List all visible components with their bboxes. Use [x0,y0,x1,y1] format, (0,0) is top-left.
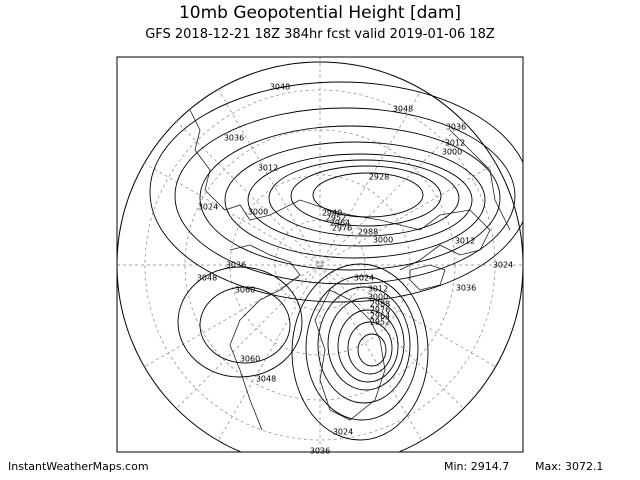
contour-label: 3000 [373,236,393,245]
contour-label: 2928 [369,173,389,182]
source: InstantWeatherMaps.com [8,460,149,473]
contour-label: 3048 [270,83,290,92]
contour-label: 3012 [258,164,278,173]
title: 10mb Geopotential Height [dam] [179,3,461,23]
contour-label: 3012 [368,285,388,294]
contour-label: 2976 [370,306,390,315]
contour-label: 3048 [197,274,217,283]
contour-label: 3000 [442,148,462,157]
contour-label: 2988 [358,228,378,237]
contour-label: 3036 [310,447,330,456]
contour-label: 3012 [445,139,465,148]
contours [149,81,523,441]
contour-label: 2976 [332,224,352,233]
contour-label: 3024 [198,203,218,212]
contour-label: 3024 [354,274,374,283]
contour-label: 2988 [370,300,390,309]
min-value: Min: 2914.7 [444,460,509,473]
map-frame [116,56,524,453]
contour-label: 3024 [333,428,353,437]
contour-label: 3036 [446,123,466,132]
subtitle: GFS 2018-12-21 18Z 384hr fcst valid 2019… [145,27,495,42]
contour-label: 3000 [248,208,268,217]
contour-label: 3048 [256,375,276,384]
contour-label: 3036 [456,284,476,293]
contour-label: 3060 [235,286,255,295]
contour-label: 3048 [393,105,413,114]
contour-label: 3036 [224,134,244,143]
contour-labels: 3048304830363036301230123000292830243000… [197,83,513,456]
contour-label: 2952 [370,318,390,327]
map-body [117,57,523,452]
contour-label: 3036 [226,261,246,270]
contour-label: 2952 [326,214,346,223]
contour-label: 3012 [455,237,475,246]
hemisphere-edge [117,61,523,452]
contour-label: 3000 [368,293,388,302]
contour-label: 3024 [493,261,513,270]
contour-label: 2940 [322,209,342,218]
contour-label: 3060 [240,355,260,364]
coastlines [189,109,511,431]
graticule [117,57,523,452]
contour-label: 2964 [330,219,350,228]
contour-label: 2964 [370,312,390,321]
max-value: Max: 3072.1 [535,460,603,473]
